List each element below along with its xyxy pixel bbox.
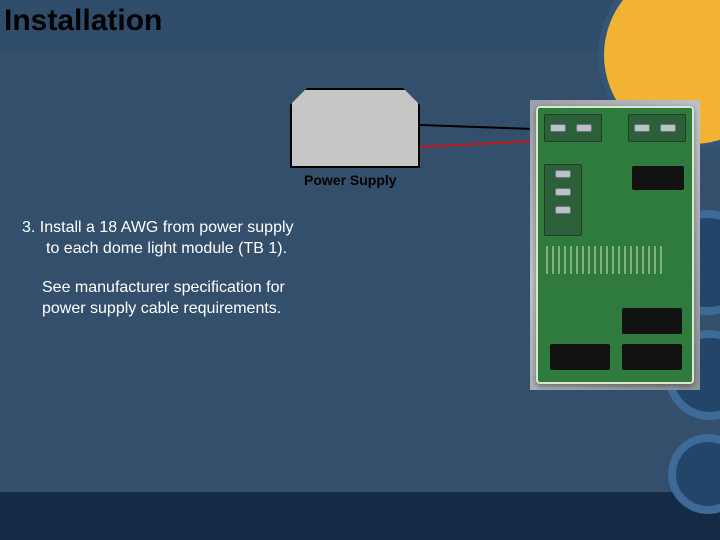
pcb-board <box>536 106 694 384</box>
terminal-block <box>628 114 686 142</box>
step-text-line: to each dome light module (TB 1). <box>46 239 406 260</box>
silkscreen-area <box>546 246 666 274</box>
screw-slot-icon <box>550 124 566 132</box>
slide: Installation Power Supply <box>0 0 720 540</box>
screw-slot-icon <box>555 170 571 178</box>
pcb-photo <box>530 100 700 390</box>
step-text-line: See manufacturer specification for <box>42 278 402 299</box>
screw-slot-icon <box>660 124 676 132</box>
step-text-line: 3. Install a 18 AWG from power supply <box>22 218 382 239</box>
screw-slot-icon <box>555 188 571 196</box>
terminal-block <box>544 164 582 236</box>
screw-slot-icon <box>576 124 592 132</box>
terminal-block <box>544 114 602 142</box>
ic-chip <box>550 344 610 370</box>
ic-chip <box>632 166 684 190</box>
screw-slot-icon <box>555 206 571 214</box>
ic-chip <box>622 308 682 334</box>
screw-slot-icon <box>634 124 650 132</box>
ic-chip <box>622 344 682 370</box>
power-supply-label: Power Supply <box>304 172 397 188</box>
power-supply-box <box>290 88 420 168</box>
step-text-line: power supply cable requirements. <box>42 299 402 320</box>
bottom-bar <box>0 492 720 540</box>
